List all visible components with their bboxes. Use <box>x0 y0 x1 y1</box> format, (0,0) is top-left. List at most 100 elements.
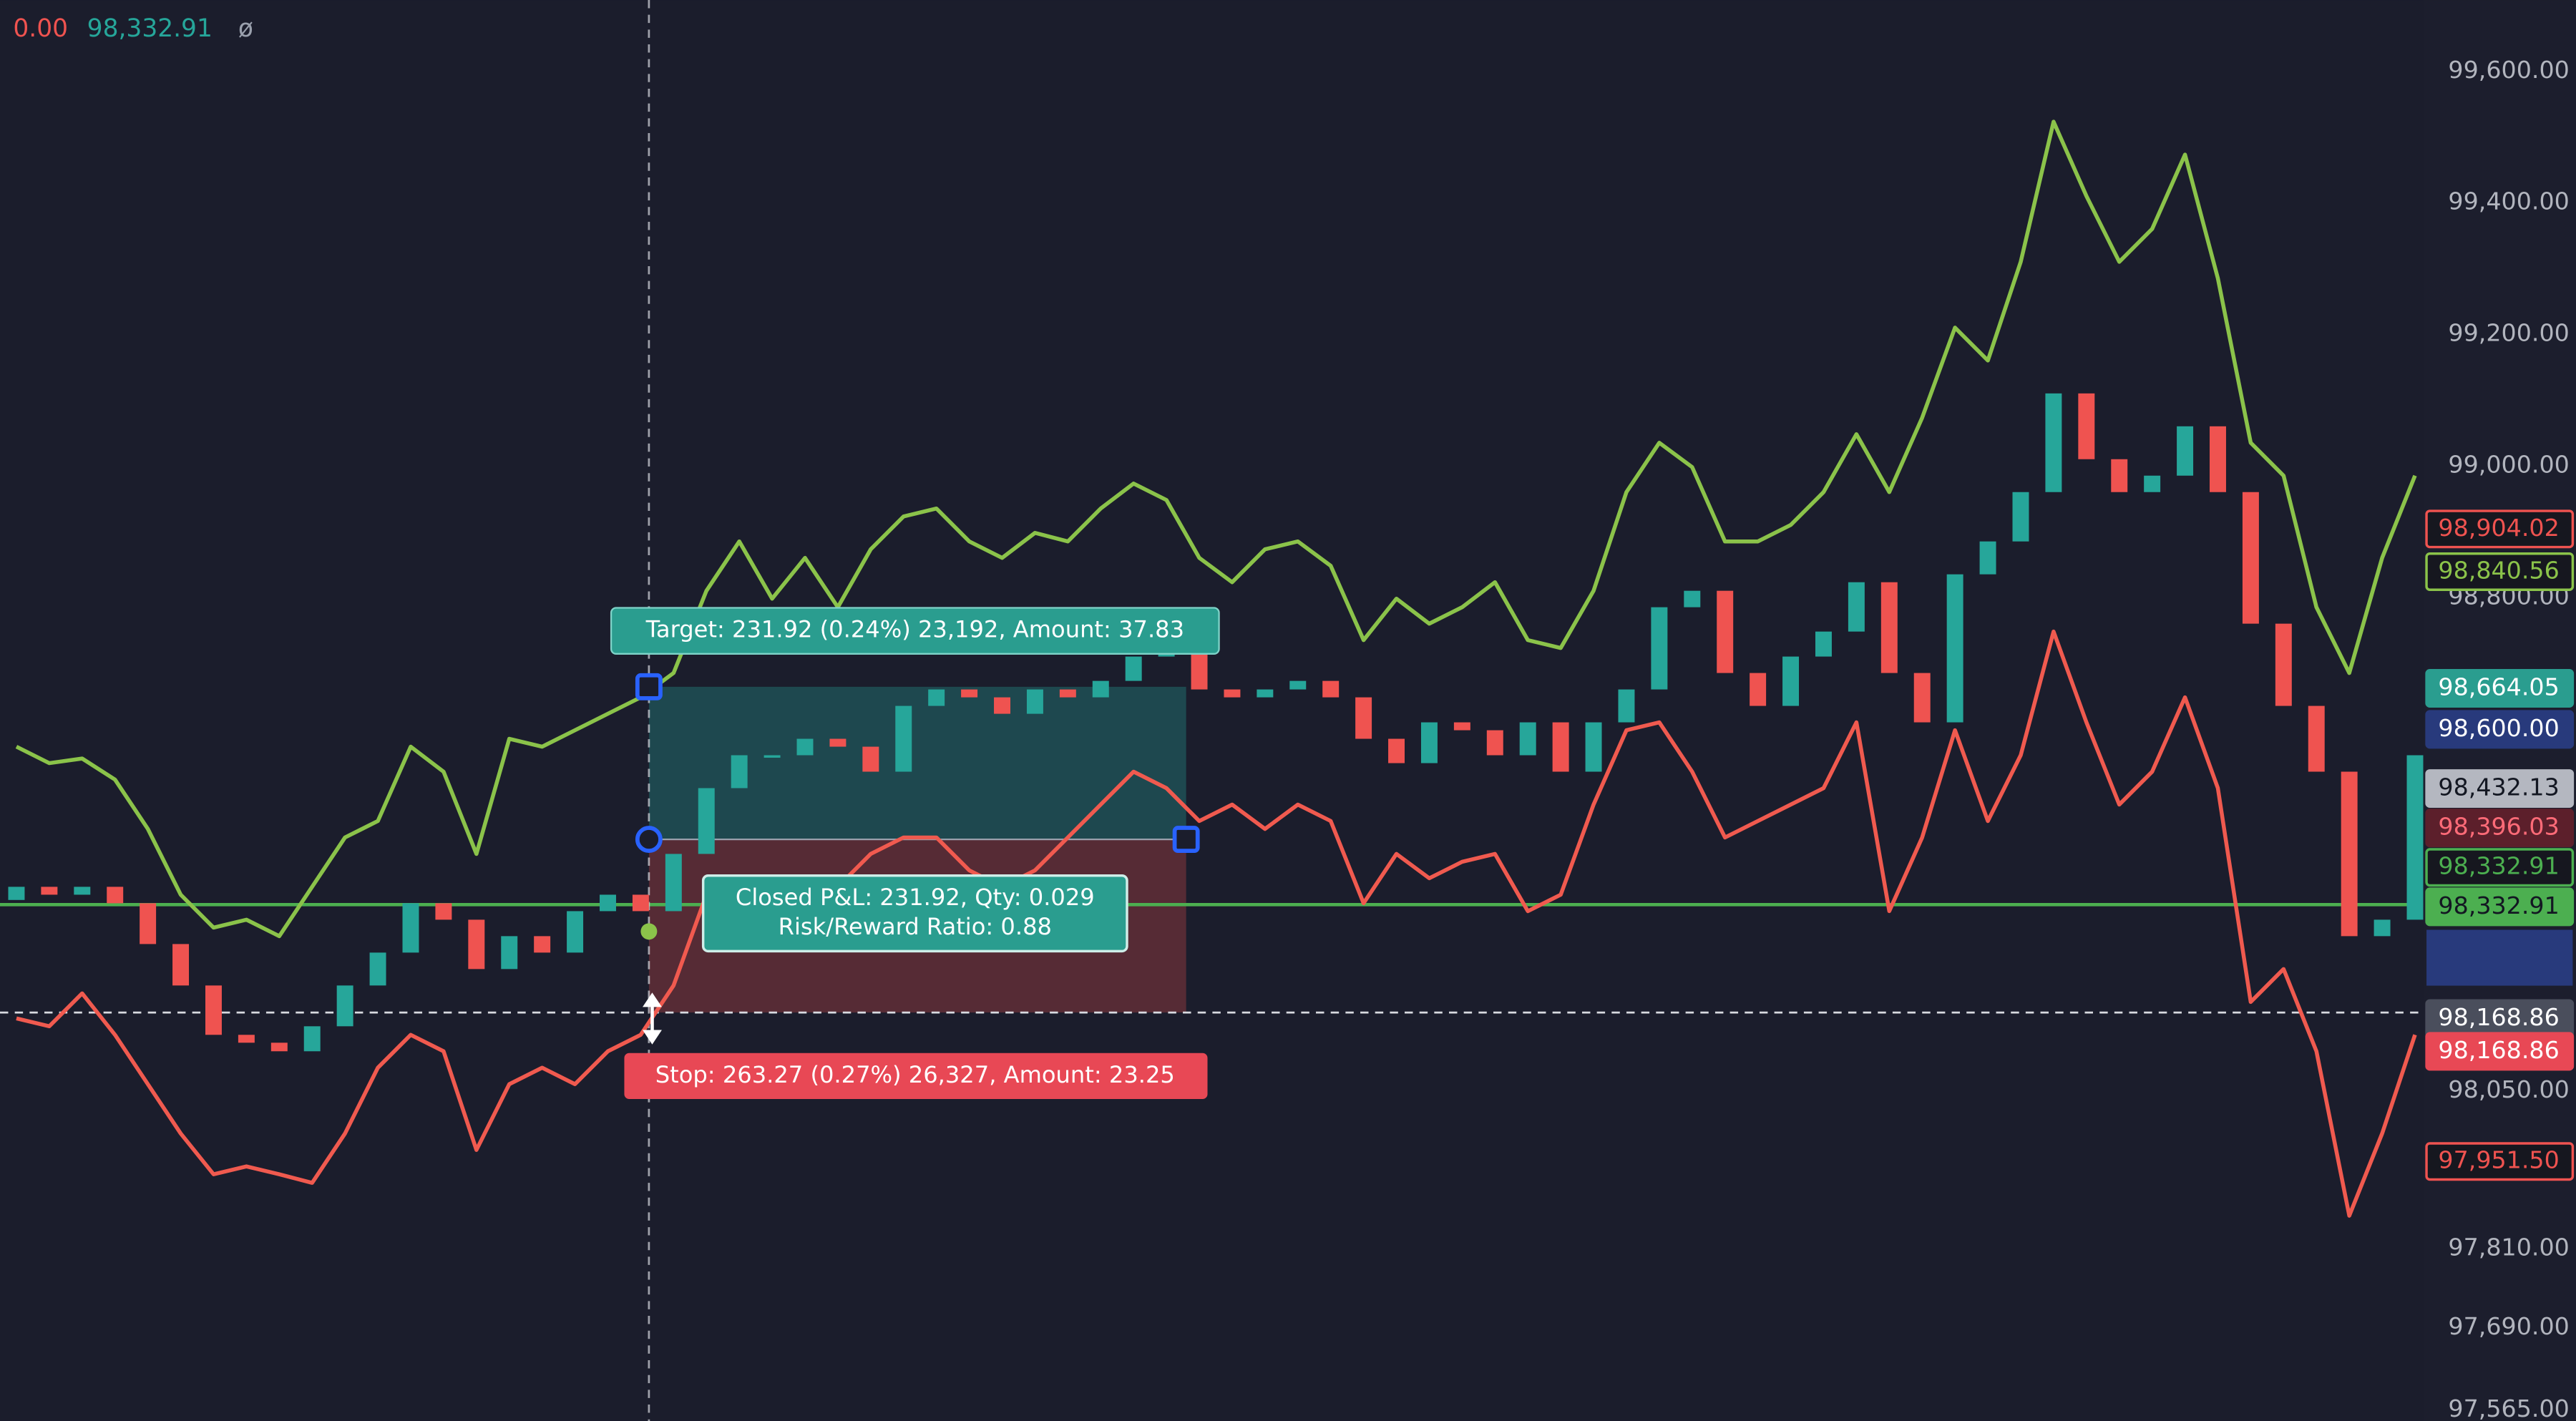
candle <box>435 903 452 920</box>
candle <box>796 738 814 756</box>
candle <box>74 887 91 895</box>
price-tag <box>2425 848 2575 887</box>
candle <box>172 944 190 986</box>
candle <box>1355 697 1372 739</box>
y-tick-label: 97,690.00 <box>2448 1312 2569 1340</box>
candle <box>2144 475 2161 492</box>
candle <box>1750 673 1767 706</box>
indicator-line <box>16 629 2417 1218</box>
candle <box>369 952 386 986</box>
cursor-icon <box>643 992 662 1045</box>
y-tick-label: 98,050.00 <box>2448 1075 2569 1103</box>
candle <box>1092 680 1109 698</box>
candle <box>1486 730 1503 756</box>
target-label: Target: 231.92 (0.24%) 23,192, Amount: 3… <box>645 616 1184 643</box>
candle <box>1519 722 1536 756</box>
candle <box>402 903 419 953</box>
price-tag <box>2425 887 2575 927</box>
stop-label-box <box>624 1053 1208 1099</box>
candle <box>1684 590 1701 607</box>
target-label-box <box>610 607 1220 655</box>
price-tag <box>2425 710 2575 749</box>
candle <box>501 936 518 970</box>
candle <box>1322 680 1340 698</box>
price-tag-label: 98,396.03 <box>2438 813 2559 841</box>
candle <box>205 985 222 1035</box>
candle <box>2078 393 2095 459</box>
candle <box>1059 689 1076 698</box>
ratio-label: Risk/Reward Ratio: 0.88 <box>779 913 1052 940</box>
candle <box>2111 459 2128 492</box>
candle <box>1026 689 1043 714</box>
y-tick-label: 99,600.00 <box>2448 56 2569 84</box>
candle <box>1913 673 1931 723</box>
price-tag <box>2425 1032 2575 1071</box>
candle <box>1651 607 1668 690</box>
price-tag <box>2425 509 2575 549</box>
price-tag-label: 98,332.91 <box>2438 892 2559 919</box>
price-tag <box>2425 669 2575 708</box>
candle <box>336 985 353 1027</box>
candle <box>1420 722 1438 763</box>
pnl-label-box <box>701 874 1128 953</box>
y-tick-label: 99,000.00 <box>2448 450 2569 478</box>
candle <box>140 903 157 944</box>
candle <box>1125 656 1142 681</box>
price-tag-label: 98,332.91 <box>2438 852 2559 880</box>
candle <box>928 689 945 706</box>
candle <box>2012 492 2029 542</box>
candle <box>1848 582 1865 632</box>
candle <box>2177 426 2194 476</box>
y-tick-label: 97,565.00 <box>2448 1395 2569 1421</box>
candle <box>270 1042 288 1052</box>
candle <box>1880 582 1898 673</box>
candle <box>1782 656 1800 706</box>
price-tag <box>2425 769 2575 809</box>
candle <box>2341 771 2358 937</box>
candle <box>1257 689 1274 698</box>
price-tag-label: 98,840.56 <box>2438 556 2559 584</box>
candle <box>1289 680 1307 690</box>
candle <box>961 689 978 698</box>
candle <box>1979 541 1996 575</box>
price-tag-label: 98,168.86 <box>2438 1036 2559 1064</box>
candle <box>41 887 58 895</box>
axis-highlight <box>2426 929 2573 986</box>
candle <box>8 887 25 900</box>
price-tag <box>2425 809 2575 848</box>
candle <box>2210 426 2226 492</box>
candle <box>1585 722 1602 772</box>
candle <box>2406 755 2424 920</box>
y-tick-label: 99,200.00 <box>2448 319 2569 347</box>
candle <box>829 738 847 747</box>
candle <box>2275 623 2292 706</box>
candle <box>632 894 649 912</box>
candle <box>698 788 715 854</box>
legend-change: 0.00 <box>13 14 68 43</box>
candle <box>763 755 781 758</box>
candle <box>1224 689 1241 698</box>
stop-label: Stop: 263.27 (0.27%) 26,327, Amount: 23.… <box>655 1061 1175 1088</box>
price-tag-label: 98,904.02 <box>2438 514 2559 542</box>
price-tag-label: 97,951.50 <box>2438 1146 2559 1174</box>
candle <box>567 911 584 953</box>
candle <box>1815 631 1832 657</box>
candle <box>600 894 616 912</box>
y-tick-label: 97,810.00 <box>2448 1234 2569 1261</box>
candle <box>238 1035 255 1043</box>
y-tick-label: 99,400.00 <box>2448 187 2569 215</box>
candle <box>1717 590 1734 673</box>
candle <box>2242 492 2259 624</box>
price-tag <box>2425 552 2575 591</box>
candle <box>731 755 748 788</box>
indicator-line <box>15 119 2417 939</box>
candle <box>2308 705 2325 772</box>
price-tag-label: 98,600.00 <box>2438 714 2559 742</box>
candle <box>534 936 551 953</box>
candle <box>994 697 1010 714</box>
candle <box>1388 738 1405 763</box>
handle <box>635 673 663 700</box>
candle <box>895 705 912 772</box>
candle <box>468 919 485 970</box>
